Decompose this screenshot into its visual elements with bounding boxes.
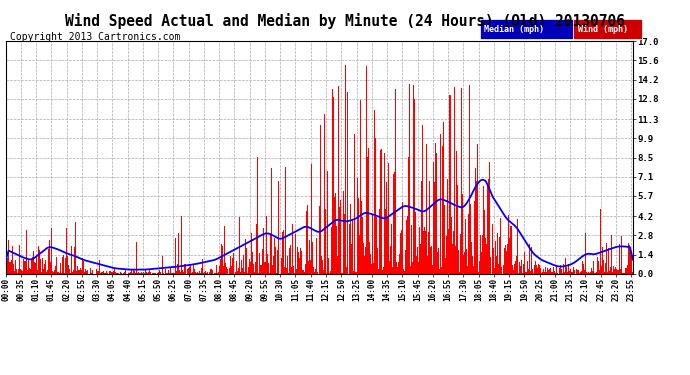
Text: Wind Speed Actual and Median by Minute (24 Hours) (Old) 20130706: Wind Speed Actual and Median by Minute (… [65,13,625,29]
Text: Median (mph): Median (mph) [484,25,544,34]
Text: Wind (mph): Wind (mph) [578,25,627,34]
Text: Copyright 2013 Cartronics.com: Copyright 2013 Cartronics.com [10,32,181,42]
